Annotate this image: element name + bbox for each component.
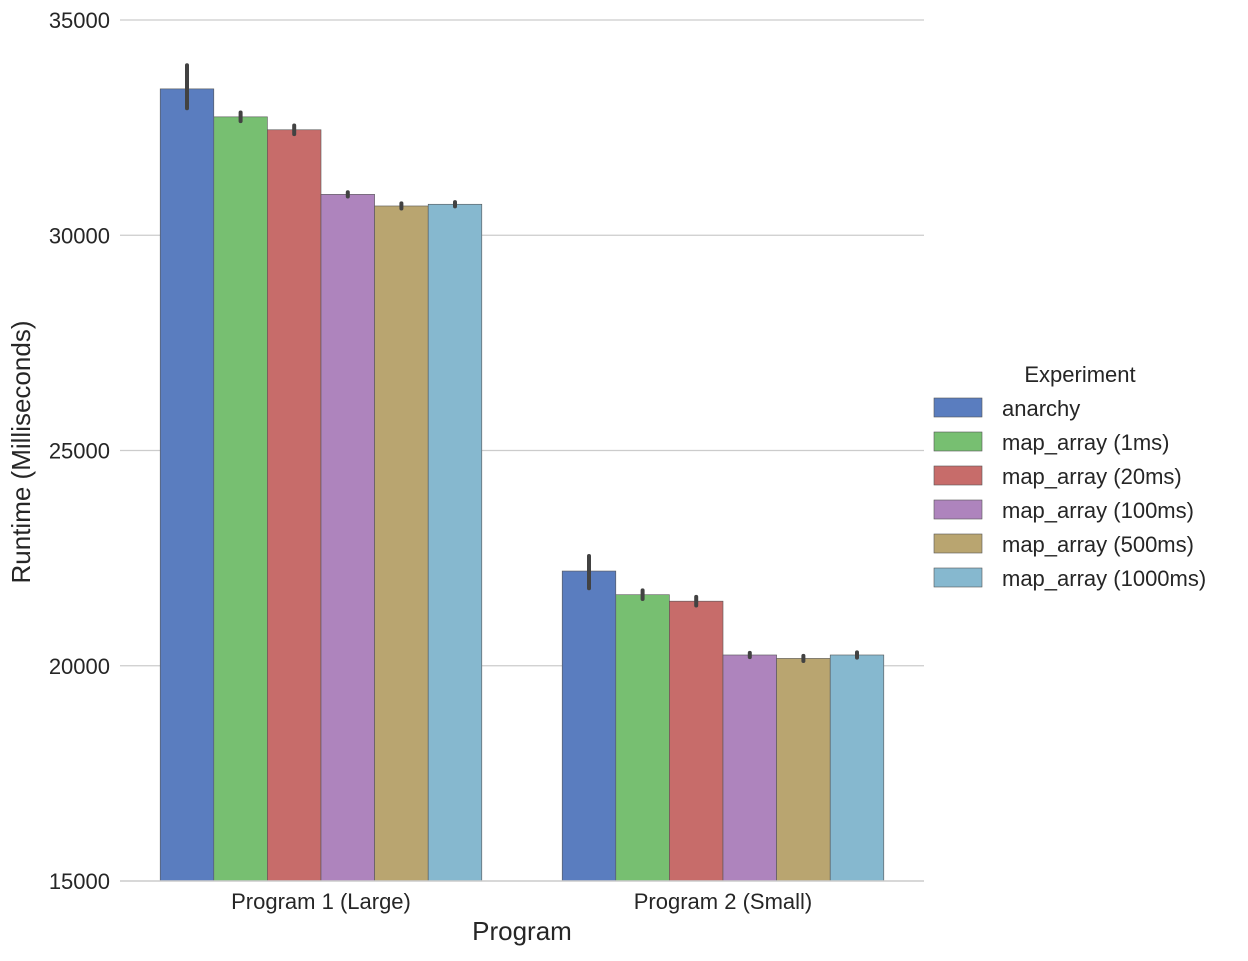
legend-label: map_array (500ms) — [1002, 532, 1194, 557]
bar — [159, 88, 215, 882]
y-tick-label: 30000 — [49, 223, 110, 248]
bar — [320, 194, 375, 882]
x-tick-label: Program 1 (Large) — [231, 889, 411, 914]
legend-swatch — [933, 499, 983, 520]
legend-swatch — [933, 397, 983, 418]
bar — [776, 658, 831, 882]
bar — [829, 654, 885, 882]
bar — [267, 129, 322, 882]
bar — [561, 570, 617, 882]
legend-swatch — [933, 533, 983, 554]
bar — [722, 654, 777, 882]
bars — [159, 88, 885, 882]
legend-label: map_array (20ms) — [1002, 464, 1182, 489]
bar — [669, 600, 724, 882]
x-tick-label: Program 2 (Small) — [634, 889, 812, 914]
y-tick-label: 25000 — [49, 439, 110, 464]
error-bars — [185, 63, 859, 664]
legend-swatch — [933, 567, 983, 588]
bar — [374, 205, 429, 882]
legend-label: anarchy — [1002, 396, 1080, 421]
legend-swatch — [933, 431, 983, 452]
bar — [213, 116, 268, 882]
y-tick-label: 35000 — [49, 8, 110, 33]
legend: Experiment anarchy map_array (1ms) map_arr… — [933, 362, 1206, 591]
legend-swatch — [933, 465, 983, 486]
axes: Program Runtime (Milliseconds) 15000 2000… — [6, 8, 924, 946]
x-axis-label: Program — [472, 916, 572, 946]
legend-label: map_array (1000ms) — [1002, 566, 1206, 591]
y-axis-label: Runtime (Milliseconds) — [6, 321, 36, 584]
bar — [427, 203, 483, 882]
legend-label: map_array (1ms) — [1002, 430, 1169, 455]
bar — [615, 594, 670, 882]
legend-label: map_array (100ms) — [1002, 498, 1194, 523]
y-tick-label: 15000 — [49, 869, 110, 894]
y-tick-label: 20000 — [49, 654, 110, 679]
legend-title: Experiment — [1024, 362, 1135, 387]
